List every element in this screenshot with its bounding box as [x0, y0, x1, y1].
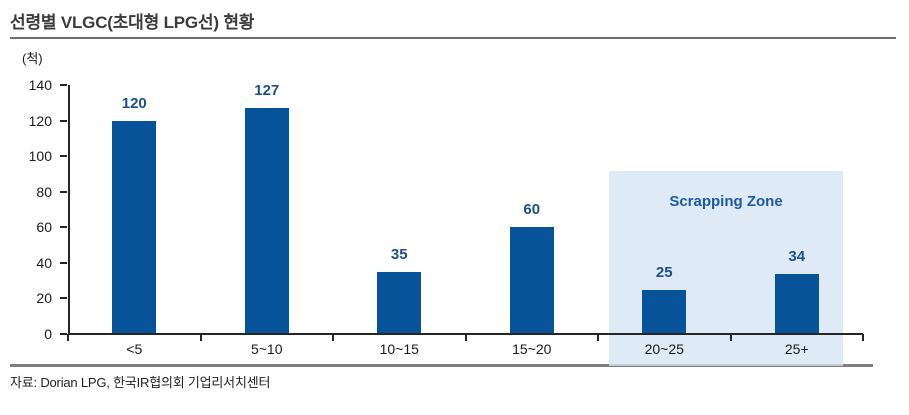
bar-value-label: 60: [523, 201, 541, 219]
y-axis-tick-label: 40: [36, 254, 52, 271]
bar: [112, 120, 157, 334]
x-axis-tick: [464, 334, 467, 341]
y-axis-tick-label: 60: [36, 219, 52, 236]
bar: [377, 271, 422, 334]
x-axis-category-label: 10~15: [379, 341, 419, 357]
y-axis-tick-label: 120: [28, 112, 52, 129]
y-axis-tick: [60, 226, 67, 229]
y-axis-tick: [60, 119, 67, 122]
bar-value-label: 35: [390, 245, 408, 263]
plot-area: 0 20 40 60 80 100 120 140 120 <5 127 5~10 35 10~15 60 1…: [29, 77, 864, 357]
x-axis-tick: [67, 334, 69, 341]
y-axis-tick: [60, 297, 67, 300]
bar-value-label: 25: [655, 263, 673, 281]
y-axis-tick-label: 80: [36, 183, 52, 200]
y-axis-line: [68, 85, 70, 334]
x-axis-tick: [597, 334, 599, 341]
y-axis-tick-label: 100: [28, 148, 52, 165]
y-axis-tick: [60, 84, 67, 86]
x-axis-line: [68, 333, 863, 335]
source-note: 자료: Dorian LPG, 한국IR협의회 기업리서치센터: [10, 375, 271, 390]
title-rule: [10, 37, 896, 39]
bottom-rule: [10, 364, 873, 367]
bar: [642, 289, 687, 334]
chart-title: 선령별 VLGC(초대형 LPG선) 현황: [10, 13, 255, 32]
bar: [509, 227, 554, 334]
y-axis-tick: [60, 190, 67, 193]
bar: [244, 108, 289, 334]
y-axis-tick: [60, 155, 67, 158]
bar: [774, 273, 819, 334]
y-axis-tick: [60, 261, 67, 264]
y-axis-tick-label: 140: [28, 77, 52, 93]
x-axis-category-label: 20~25: [644, 341, 684, 357]
x-axis-category-label: 15~20: [512, 341, 552, 357]
y-axis-unit-label: (척): [22, 51, 43, 66]
y-axis-tick-label: 0: [44, 326, 52, 342]
y-axis-tick-label: 20: [36, 290, 52, 307]
scrapping-zone-label: Scrapping Zone: [669, 193, 783, 210]
x-axis-tick: [862, 334, 864, 341]
bar-value-label: 34: [788, 247, 806, 265]
bar-value-label: 127: [254, 82, 280, 100]
x-axis-category-label: 25+: [784, 341, 809, 357]
y-axis-tick: [60, 333, 67, 335]
x-axis-category-label: <5: [126, 341, 143, 357]
bar-value-label: 120: [121, 94, 147, 112]
x-axis-tick: [199, 334, 202, 341]
x-axis-tick: [729, 334, 732, 341]
x-axis-category-label: 5~10: [250, 341, 283, 357]
x-axis-tick: [332, 334, 334, 341]
